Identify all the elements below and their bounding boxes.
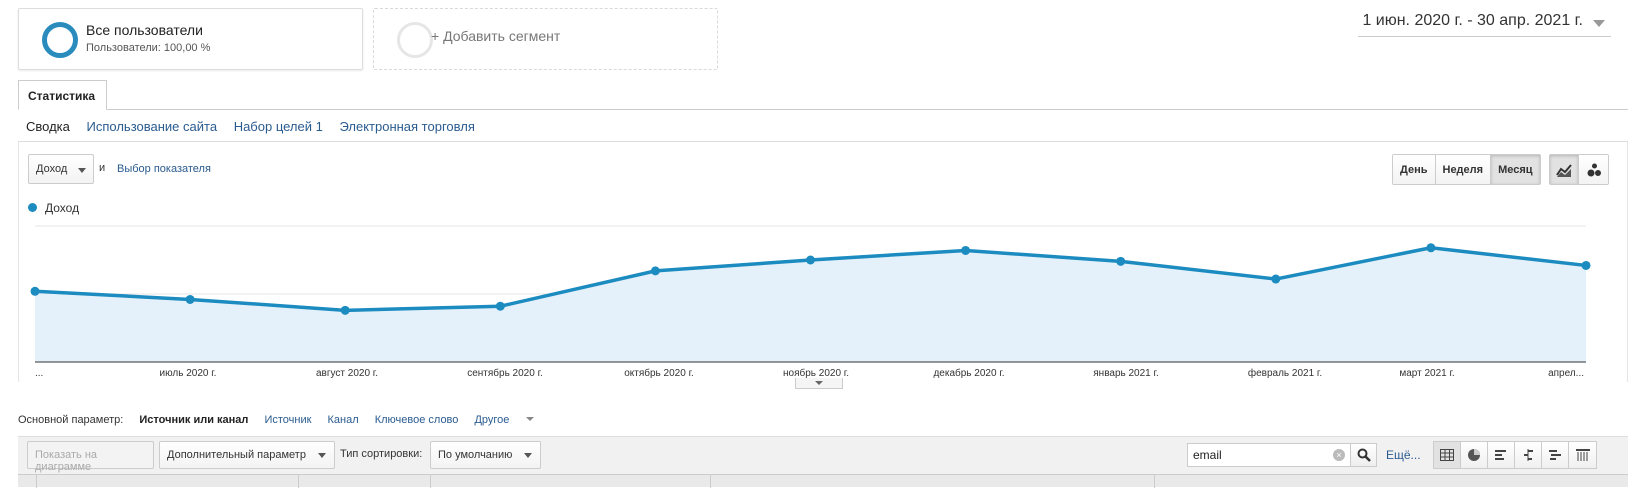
data-point [1271, 274, 1281, 284]
search-icon [1357, 448, 1371, 462]
x-tick-label: апрел... [1548, 368, 1584, 379]
column-divider [36, 475, 37, 488]
x-tick-label: август 2020 г. [316, 368, 378, 379]
sort-type-label: Тип сортировки: [340, 448, 423, 460]
x-tick-label: октябрь 2020 г. [624, 367, 694, 379]
add-segment-label: + Добавить сегмент [431, 28, 561, 44]
segment-ring-icon [397, 22, 433, 58]
sort-type-dropdown[interactable]: По умолчанию [430, 441, 541, 469]
table-header [18, 474, 1628, 488]
x-tick-label: март 2021 г. [1399, 368, 1454, 379]
dimension-other-dropdown[interactable]: Другое [474, 414, 535, 426]
chevron-down-icon [78, 168, 86, 173]
add-segment-button[interactable]: + Добавить сегмент [373, 8, 718, 70]
pie-chart-icon[interactable] [1461, 442, 1488, 468]
x-tick-label: июль 2020 г. [160, 368, 217, 379]
collapse-chart-handle[interactable] [795, 378, 843, 389]
subnav-ecommerce[interactable]: Электронная торговля [339, 119, 475, 134]
table-view-selector [1433, 441, 1597, 469]
data-point [1581, 260, 1591, 270]
column-divider [430, 475, 431, 488]
segment-ring-icon [42, 22, 78, 58]
column-divider [1154, 475, 1155, 488]
period-day-button[interactable]: День [1393, 155, 1436, 184]
chevron-down-icon [318, 453, 326, 458]
pivot-icon[interactable] [1569, 442, 1596, 468]
chevron-down-icon [526, 417, 535, 421]
dimension-other-label: Другое [474, 414, 510, 426]
metric-dropdown[interactable]: Доход [28, 154, 94, 184]
x-tick-label: декабрь 2020 г. [933, 367, 1004, 379]
performance-icon[interactable] [1488, 442, 1515, 468]
data-point [185, 294, 195, 304]
period-week-button[interactable]: Неделя [1435, 155, 1492, 184]
period-selector: День Неделя Месяц [1392, 154, 1541, 185]
x-tick-label: ... [35, 368, 43, 379]
segment-subtitle: Пользователи: 100,00 % [86, 42, 211, 54]
primary-dimension-bar: Основной параметр: Источник или канал Ис… [18, 414, 547, 426]
divider [18, 141, 1628, 142]
chart-legend: Доход [28, 201, 79, 215]
subnav-overview[interactable]: Сводка [26, 119, 70, 134]
and-label: и [99, 162, 106, 174]
dimension-source-medium[interactable]: Источник или канал [139, 414, 249, 426]
segment-all-users[interactable]: Все пользователи Пользователи: 100,00 % [18, 8, 363, 70]
sort-type-value: По умолчанию [438, 449, 513, 461]
legend-dot-icon [28, 203, 37, 212]
date-range-label: 1 июн. 2020 г. - 30 апр. 2021 г. [1362, 12, 1583, 29]
chart-panel [18, 142, 1628, 382]
subnav-site-usage[interactable]: Использование сайта [86, 119, 218, 134]
primary-dimension-label: Основной параметр: [18, 414, 124, 426]
pick-metric-link[interactable]: Выбор показателя [117, 163, 211, 175]
data-point [806, 255, 815, 265]
column-divider [710, 475, 711, 488]
table-search-input[interactable] [1187, 443, 1351, 467]
secondary-dimension-dropdown[interactable]: Дополнительный параметр [159, 441, 335, 469]
x-tick-label: ноябрь 2020 г. [783, 367, 849, 379]
chevron-down-icon [1593, 20, 1605, 27]
motion-chart-icon[interactable] [1579, 155, 1608, 184]
dimension-source[interactable]: Источник [264, 414, 312, 426]
dimension-channel[interactable]: Канал [327, 414, 359, 426]
subnav-goal-set[interactable]: Набор целей 1 [233, 119, 323, 134]
report-tabs: Статистика [18, 80, 1628, 110]
data-point [495, 301, 505, 311]
secondary-dimension-label: Дополнительный параметр [167, 449, 306, 461]
x-tick-label: февраль 2021 г. [1248, 367, 1322, 379]
data-point [1116, 256, 1126, 266]
advanced-filter-link[interactable]: Ещё... [1386, 448, 1421, 462]
segment-title: Все пользователи [86, 22, 203, 38]
x-tick-label: сентябрь 2020 г. [467, 367, 543, 379]
show-on-chart-button[interactable]: Показать на диаграмме [27, 441, 154, 473]
chevron-down-icon [524, 453, 532, 458]
period-month-button[interactable]: Месяц [1491, 155, 1540, 184]
data-point [961, 245, 971, 255]
clear-search-icon[interactable]: × [1333, 449, 1345, 461]
dimension-keyword[interactable]: Ключевое слово [374, 414, 459, 426]
data-point [340, 305, 350, 315]
metric-dropdown-label: Доход [36, 163, 68, 175]
chevron-down-icon [815, 381, 823, 385]
data-point [650, 266, 660, 276]
series-area [35, 247, 1586, 362]
chart-type-selector [1549, 154, 1609, 185]
line-chart-icon[interactable] [1550, 155, 1579, 184]
tab-statistics[interactable]: Статистика [18, 80, 107, 110]
report-subnav: Сводка Использование сайта Набор целей 1… [26, 119, 488, 134]
column-divider [298, 475, 299, 488]
term-cloud-icon[interactable] [1542, 442, 1569, 468]
date-range-picker[interactable]: 1 июн. 2020 г. - 30 апр. 2021 г. [1358, 10, 1611, 37]
search-button[interactable] [1350, 443, 1377, 467]
comparison-icon[interactable] [1515, 442, 1542, 468]
legend-label: Доход [45, 201, 80, 215]
data-point [30, 286, 40, 296]
x-tick-label: январь 2021 г. [1093, 368, 1158, 379]
data-point [1426, 243, 1436, 253]
data-table-icon[interactable] [1434, 442, 1461, 468]
